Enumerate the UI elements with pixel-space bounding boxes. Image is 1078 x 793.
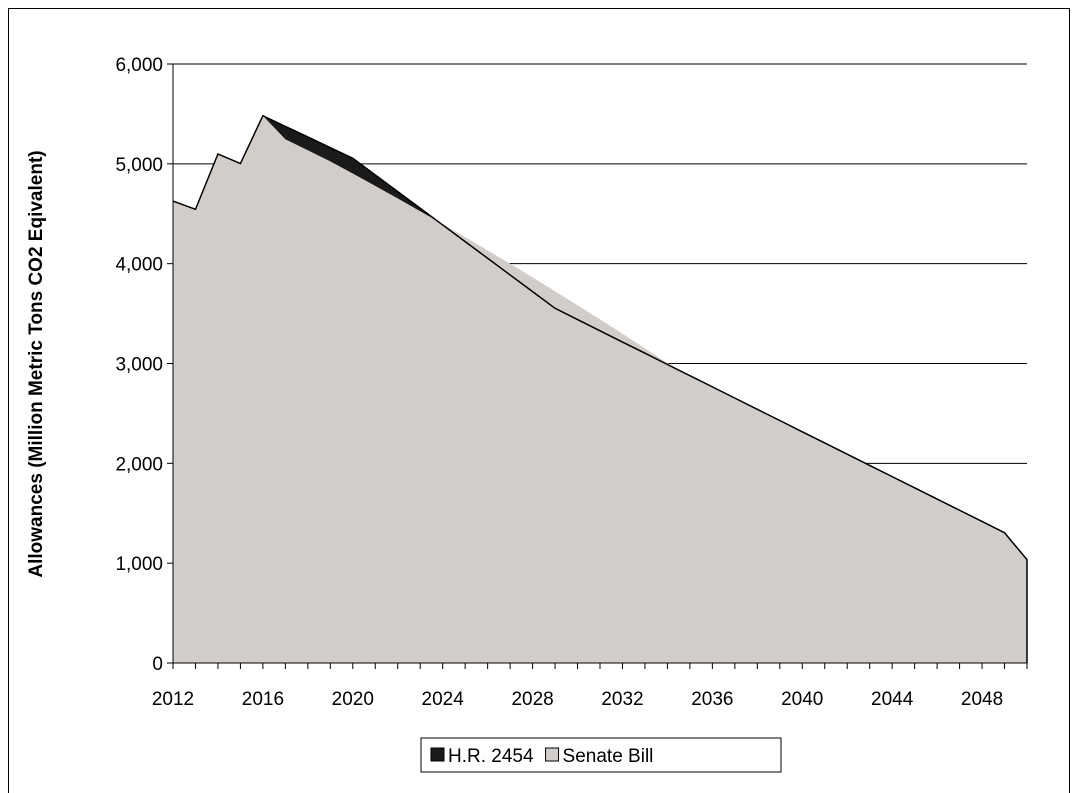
y-tick-label: 2,000 (115, 454, 163, 475)
x-tick-label: 2020 (332, 689, 374, 710)
x-tick-label: 2024 (422, 689, 465, 710)
x-tick-label: 2032 (601, 689, 643, 710)
y-tick-label: 6,000 (115, 55, 163, 76)
legend-box (420, 737, 782, 773)
y-tick-label: 1,000 (115, 554, 163, 575)
plot-areas (172, 114, 1028, 663)
x-tick-label: 2036 (691, 689, 733, 710)
x-tick-label: 2016 (242, 689, 284, 710)
y-axis-title: Allowances (Million Metric Tons CO2 Eqiv… (26, 150, 47, 577)
area-senate-bill (173, 115, 1027, 663)
legend-swatch (430, 747, 445, 762)
area-outline (172, 114, 1028, 663)
y-tick-label: 5,000 (115, 155, 163, 176)
y-axis-ticks: 0 1,000 2,000 3,000 4,000 5,000 6,000 (115, 55, 173, 675)
y-tick-label: 0 (152, 654, 163, 675)
x-tick-label: 2048 (961, 689, 1003, 710)
legend: H.R. 2454 Senate Bill (420, 737, 782, 773)
y-tick-label: 4,000 (115, 255, 163, 276)
x-tick-label: 2044 (871, 689, 914, 710)
y-tick-label: 3,000 (115, 355, 163, 376)
legend-swatch (545, 747, 560, 762)
legend-label: H.R. 2454 (448, 746, 534, 767)
x-tick-label: 2028 (511, 689, 553, 710)
x-axis-ticks: 2012 2016 2020 2024 2028 2032 2036 2040 2044 2048 (152, 663, 1028, 710)
x-tick-label: 2012 (152, 689, 194, 710)
legend-label: Senate Bill (563, 746, 654, 767)
x-tick-label: 2040 (781, 689, 823, 710)
